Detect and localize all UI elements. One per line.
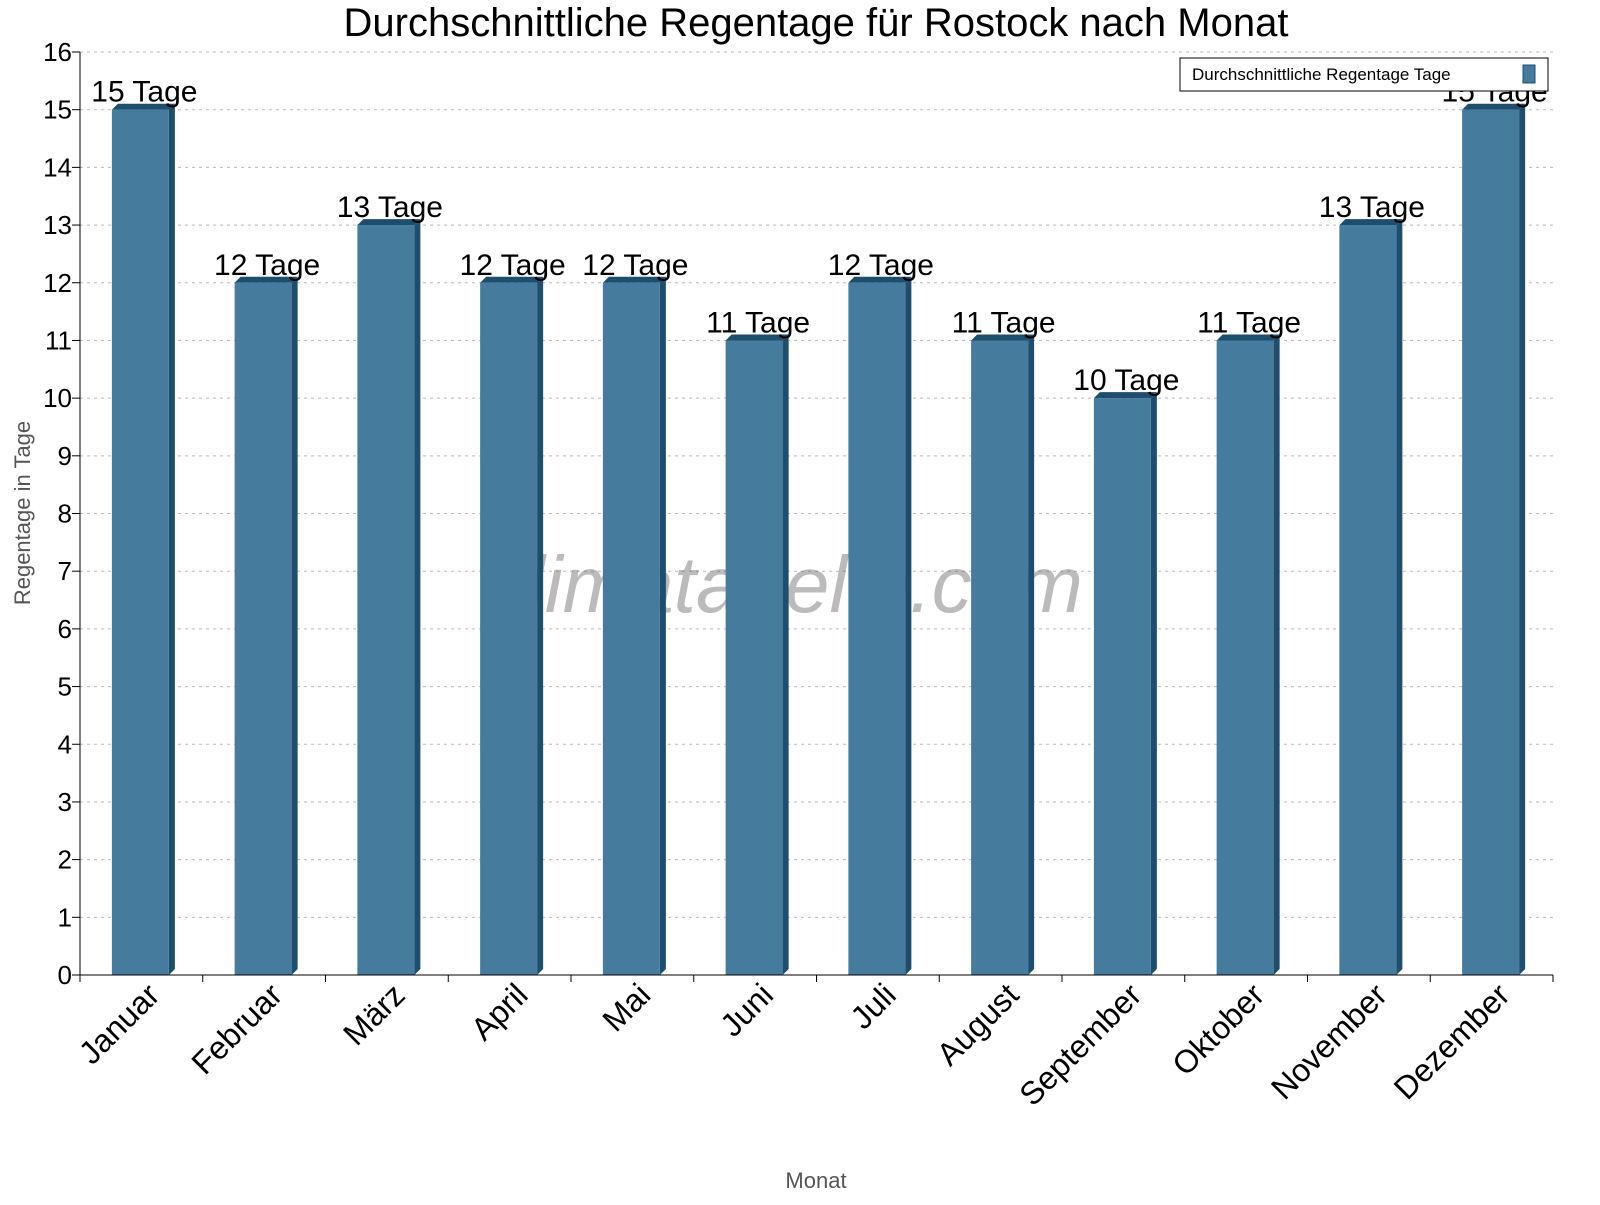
bar-side	[1150, 392, 1157, 975]
x-tick-label: Juli	[843, 976, 902, 1035]
bar	[1462, 109, 1520, 975]
y-tick-label: 11	[45, 325, 72, 355]
legend-label: Durchschnittliche Regentage Tage	[1192, 65, 1451, 84]
bar	[725, 340, 783, 975]
bar	[848, 282, 906, 975]
bar	[480, 282, 538, 975]
y-tick-label: 8	[58, 499, 72, 529]
data-label: 13 Tage	[337, 191, 443, 224]
bar-side	[537, 276, 544, 975]
legend: Durchschnittliche Regentage Tage	[1179, 57, 1549, 92]
y-tick-label: 10	[43, 383, 72, 413]
x-tick-label: Februar	[184, 976, 289, 1081]
data-label: 10 Tage	[1073, 364, 1179, 397]
y-tick-label: 6	[58, 614, 72, 644]
y-tick-label: 4	[58, 729, 72, 759]
y-tick-label: 7	[58, 556, 72, 586]
bar-top	[234, 276, 298, 283]
bar	[357, 225, 415, 975]
bar-top	[848, 276, 912, 283]
bar-top	[1462, 103, 1526, 110]
y-tick-label: 3	[58, 787, 72, 817]
bar-side	[659, 276, 666, 975]
x-tick-label: März	[336, 976, 412, 1052]
y-tick-label: 2	[58, 845, 72, 875]
y-tick-label: 16	[43, 37, 72, 67]
bar-side	[1396, 219, 1403, 975]
data-label: 12 Tage	[582, 249, 688, 282]
x-tick-label: Oktober	[1165, 976, 1271, 1082]
chart-title: Durchschnittliche Regentage für Rostock …	[344, 1, 1289, 45]
y-tick-label: 15	[43, 95, 72, 125]
bar	[1339, 225, 1397, 975]
bar-side	[1519, 103, 1526, 975]
x-tick-label: April	[464, 976, 535, 1047]
y-tick-label: 13	[43, 210, 72, 240]
data-label: 12 Tage	[828, 249, 934, 282]
bar-top	[480, 276, 544, 283]
data-label: 12 Tage	[214, 249, 320, 282]
data-label: 11 Tage	[952, 306, 1056, 339]
bar-top	[1216, 334, 1280, 341]
bars: 15 Tage 12 Tage 13 Tage 12 Tage 12 Tage 11 Ta…	[91, 76, 1548, 975]
x-tick-label: November	[1264, 976, 1394, 1106]
bar-side	[782, 334, 789, 975]
y-tick-label: 0	[58, 960, 72, 990]
y-tick-label: 5	[58, 672, 72, 702]
bar	[111, 109, 169, 975]
bar	[602, 282, 660, 975]
bar-top	[357, 219, 421, 226]
y-tick-label: 14	[43, 152, 72, 182]
bar-top	[725, 334, 789, 341]
legend-swatch	[1522, 64, 1536, 84]
x-tick-label: Dezember	[1387, 976, 1517, 1106]
x-tick-label: Mai	[595, 976, 657, 1038]
data-label: 15 Tage	[91, 76, 197, 109]
data-label: 13 Tage	[1319, 191, 1425, 224]
bar	[1093, 398, 1151, 975]
bar-side	[1028, 334, 1035, 975]
bar-side	[1273, 334, 1280, 975]
x-tick-label: August	[930, 976, 1026, 1072]
data-label: 11 Tage	[1197, 306, 1301, 339]
bar-side	[168, 103, 175, 975]
x-tick-label: Juni	[713, 976, 780, 1043]
bar-top	[1339, 219, 1403, 226]
x-tick-label: September	[1012, 976, 1148, 1112]
bar-top	[1093, 392, 1157, 399]
y-tick-label: 1	[58, 902, 72, 932]
bar-side	[905, 276, 912, 975]
gridlines	[80, 51, 1553, 918]
data-label: 11 Tage	[706, 306, 810, 339]
bar-top	[971, 334, 1035, 341]
data-label: 12 Tage	[460, 249, 566, 282]
bar-top	[602, 276, 666, 283]
y-axis-label: Regentage in Tage	[10, 421, 35, 605]
bar-side	[414, 219, 421, 975]
bar	[234, 282, 292, 975]
y-tick-label: 12	[43, 268, 72, 298]
y-tick-label: 9	[58, 441, 72, 471]
bar-top	[111, 103, 175, 110]
x-tick-label: Januar	[72, 976, 167, 1071]
x-axis-label: Monat	[785, 1168, 846, 1193]
bar	[1216, 340, 1274, 975]
bar-side	[291, 276, 298, 975]
bar	[971, 340, 1029, 975]
